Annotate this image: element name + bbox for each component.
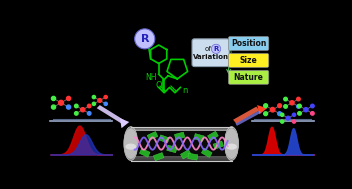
Polygon shape — [188, 153, 198, 160]
FancyBboxPatch shape — [192, 39, 229, 67]
Bar — [131, 137, 232, 140]
Text: n: n — [182, 86, 187, 95]
Circle shape — [281, 113, 284, 116]
Polygon shape — [147, 132, 158, 140]
Polygon shape — [167, 145, 177, 153]
Polygon shape — [181, 150, 191, 159]
Circle shape — [92, 95, 95, 99]
Polygon shape — [201, 148, 212, 157]
Circle shape — [270, 107, 275, 112]
Polygon shape — [208, 131, 218, 140]
Circle shape — [51, 96, 56, 101]
Circle shape — [284, 97, 287, 101]
Bar — [131, 142, 232, 145]
Circle shape — [92, 102, 95, 105]
Circle shape — [212, 44, 221, 53]
Polygon shape — [175, 132, 185, 140]
Circle shape — [278, 104, 282, 108]
Bar — [131, 140, 232, 143]
Circle shape — [286, 116, 290, 120]
Text: NH: NH — [146, 73, 157, 82]
Circle shape — [293, 113, 296, 116]
Text: Nature: Nature — [234, 73, 264, 82]
Circle shape — [278, 112, 282, 116]
Circle shape — [98, 98, 102, 102]
Ellipse shape — [225, 127, 239, 160]
Circle shape — [297, 97, 300, 101]
Circle shape — [310, 104, 314, 108]
Circle shape — [59, 100, 63, 105]
Text: Size: Size — [240, 56, 257, 65]
Circle shape — [67, 96, 71, 101]
Polygon shape — [194, 134, 204, 141]
Circle shape — [87, 112, 91, 115]
Polygon shape — [153, 153, 164, 161]
FancyBboxPatch shape — [228, 36, 269, 50]
Circle shape — [284, 105, 287, 108]
Ellipse shape — [225, 128, 239, 159]
Text: Variation: Variation — [193, 53, 229, 60]
Circle shape — [293, 120, 296, 123]
Ellipse shape — [226, 144, 237, 150]
Text: R: R — [140, 34, 149, 44]
Text: R: R — [213, 46, 219, 52]
Polygon shape — [257, 105, 267, 114]
Polygon shape — [97, 105, 125, 124]
Circle shape — [298, 104, 301, 108]
Circle shape — [297, 105, 300, 108]
Bar — [131, 128, 232, 159]
Circle shape — [290, 101, 294, 105]
Circle shape — [310, 112, 314, 115]
Circle shape — [75, 104, 78, 108]
Circle shape — [67, 105, 71, 109]
Polygon shape — [235, 110, 261, 126]
FancyBboxPatch shape — [228, 53, 269, 67]
Bar — [131, 144, 232, 147]
Ellipse shape — [124, 128, 138, 159]
Circle shape — [304, 108, 308, 112]
Circle shape — [81, 108, 85, 112]
Polygon shape — [159, 135, 169, 143]
Circle shape — [135, 29, 155, 49]
Circle shape — [104, 95, 107, 99]
Circle shape — [298, 112, 301, 115]
Circle shape — [281, 120, 284, 123]
Ellipse shape — [125, 144, 136, 150]
Polygon shape — [120, 118, 129, 128]
Ellipse shape — [124, 127, 138, 160]
FancyBboxPatch shape — [228, 70, 269, 84]
Circle shape — [51, 105, 56, 109]
Polygon shape — [139, 148, 150, 157]
Circle shape — [264, 112, 268, 116]
Text: O: O — [155, 81, 162, 90]
Circle shape — [264, 104, 268, 108]
Text: of: of — [205, 46, 212, 52]
Text: Position: Position — [231, 39, 266, 48]
Circle shape — [104, 102, 107, 105]
Polygon shape — [213, 141, 224, 149]
Circle shape — [75, 112, 78, 115]
Polygon shape — [233, 107, 259, 124]
Bar — [132, 131, 230, 156]
Circle shape — [87, 104, 91, 108]
Bar — [131, 147, 232, 150]
